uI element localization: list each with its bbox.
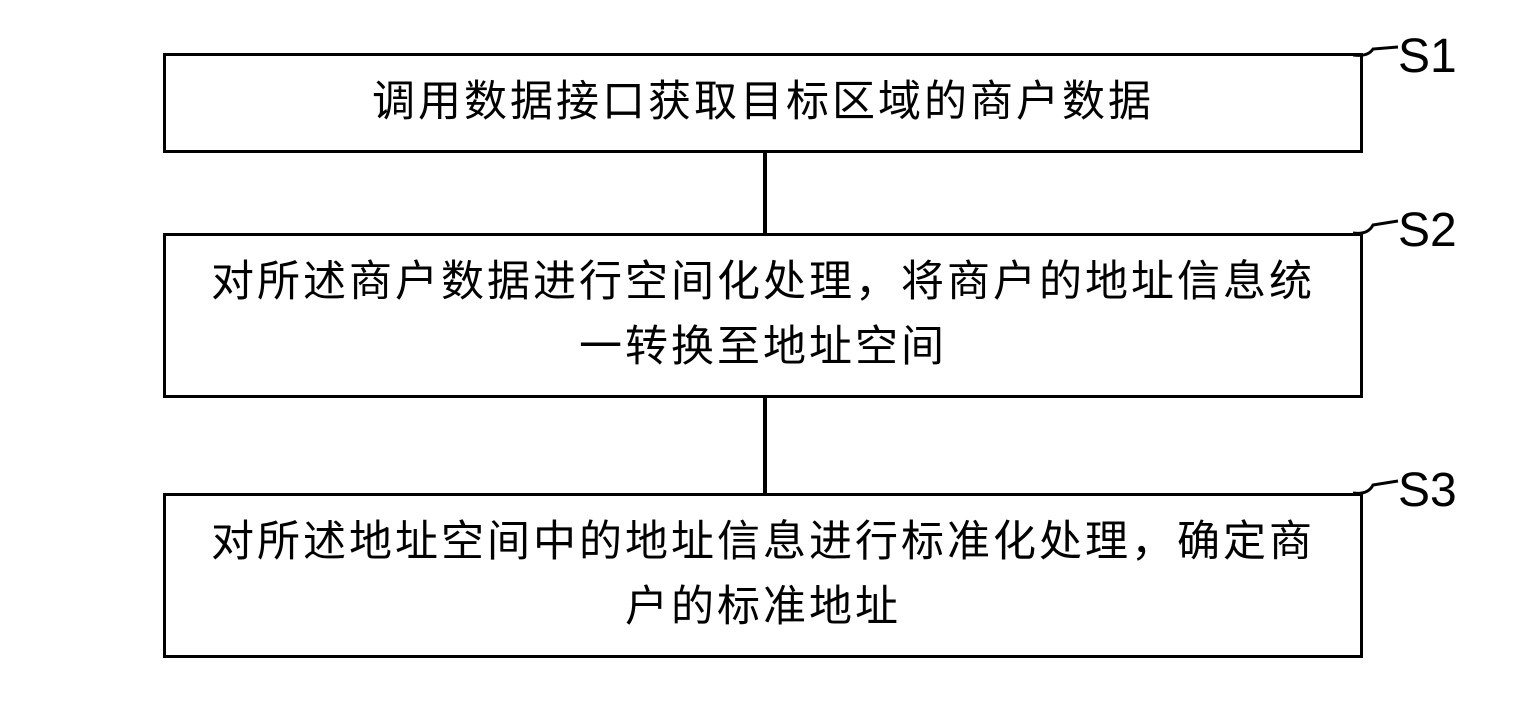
step-box-s1: 调用数据接口获取目标区域的商户数据: [163, 53, 1363, 153]
step-label-s2: S2: [1398, 203, 1457, 258]
step-text-s1: 调用数据接口获取目标区域的商户数据: [372, 71, 1154, 136]
step-text-s3: 对所述地址空间中的地址信息进行标准化处理，确定商户的标准地址: [196, 511, 1330, 640]
connector-s2-s3: [763, 398, 767, 493]
connector-s1-s2: [763, 153, 767, 233]
leader-line-s3: [1353, 475, 1403, 500]
flowchart-container: 调用数据接口获取目标区域的商户数据 S1 对所述商户数据进行空间化处理，将商户的…: [68, 23, 1468, 703]
step-box-s3: 对所述地址空间中的地址信息进行标准化处理，确定商户的标准地址: [163, 493, 1363, 658]
step-text-s2: 对所述商户数据进行空间化处理，将商户的地址信息统一转换至地址空间: [196, 251, 1330, 380]
step-label-s3: S3: [1398, 463, 1457, 518]
step-box-s2: 对所述商户数据进行空间化处理，将商户的地址信息统一转换至地址空间: [163, 233, 1363, 398]
leader-line-s1: [1353, 41, 1403, 66]
step-label-s1: S1: [1398, 29, 1457, 84]
leader-line-s2: [1353, 215, 1403, 240]
